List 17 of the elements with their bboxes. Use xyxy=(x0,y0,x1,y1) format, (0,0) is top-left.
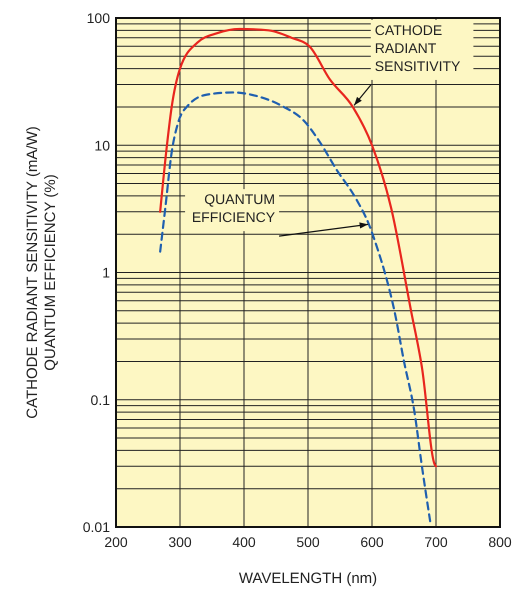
y-tick-label: 0.1 xyxy=(90,392,110,408)
line-series xyxy=(159,91,432,523)
y-tick-label: 100 xyxy=(86,10,110,26)
y-tick-label: 10 xyxy=(94,137,110,154)
x-tick-label: 200 xyxy=(104,534,128,550)
y-tick-label: 0.01 xyxy=(82,519,110,535)
x-tick-label: 700 xyxy=(424,534,448,550)
x-tick-label: 600 xyxy=(360,534,384,550)
annotation: CATHODE RADIANT SENSITIVITY xyxy=(374,22,462,74)
x-tick-label: 400 xyxy=(232,534,256,550)
annotation: QUANTUM EFFICIENCY xyxy=(192,191,276,226)
x-tick-label: 800 xyxy=(488,534,512,550)
x-axis-title: WAVELENGTH (nm) xyxy=(238,570,378,587)
x-tick-label: 500 xyxy=(296,534,320,550)
y-tick-label: 1 xyxy=(102,264,110,280)
y-axis-title: CATHODE RADIANT SENSITIVITY (mA/W) QUANTUM EFFICIENCY (%) xyxy=(24,126,59,419)
x-tick-label: 300 xyxy=(168,534,192,550)
